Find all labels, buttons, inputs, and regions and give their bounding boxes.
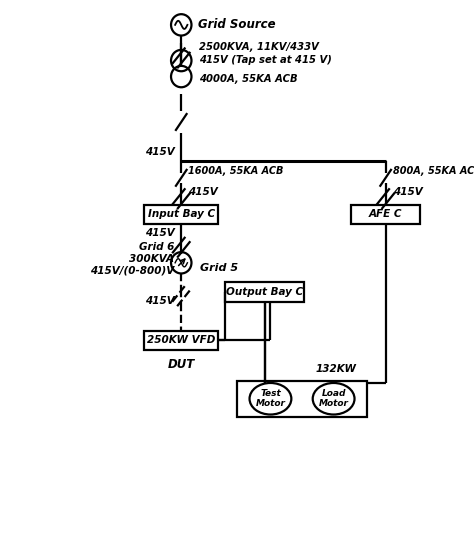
Text: 415V: 415V	[145, 295, 174, 306]
Text: Load
Motor: Load Motor	[319, 389, 348, 408]
Bar	[144, 204, 219, 224]
Text: 415V: 415V	[188, 187, 218, 197]
Text: 800A, 55KA ACB: 800A, 55KA ACB	[392, 166, 474, 175]
Text: AFE C: AFE C	[369, 209, 402, 219]
Text: 250KW VFD: 250KW VFD	[147, 336, 216, 346]
Text: Output Bay C: Output Bay C	[226, 287, 303, 297]
Text: 415V/(0-800)V: 415V/(0-800)V	[90, 265, 174, 275]
Text: 1600A, 55KA ACB: 1600A, 55KA ACB	[188, 166, 283, 175]
Text: 415V: 415V	[145, 147, 174, 157]
Bar	[237, 380, 367, 417]
Text: 4000A, 55KA ACB: 4000A, 55KA ACB	[199, 74, 298, 84]
Text: Test
Motor: Test Motor	[255, 389, 285, 408]
Bar	[226, 282, 304, 301]
Text: 415V: 415V	[145, 228, 174, 238]
Text: DUT: DUT	[168, 358, 195, 371]
Text: Input Bay C: Input Bay C	[148, 209, 215, 219]
Text: Grid 6: Grid 6	[139, 242, 174, 252]
Bar	[351, 204, 420, 224]
Text: 132KW: 132KW	[316, 364, 357, 374]
Text: 415V (Tap set at 415 V): 415V (Tap set at 415 V)	[199, 55, 332, 65]
Text: Grid 5: Grid 5	[200, 263, 238, 272]
Text: 2500KVA, 11KV/433V: 2500KVA, 11KV/433V	[199, 42, 319, 52]
Bar	[144, 331, 219, 350]
Text: Grid Source: Grid Source	[198, 19, 275, 32]
Text: 300KVA: 300KVA	[129, 254, 174, 264]
Text: 415V: 415V	[392, 187, 422, 197]
